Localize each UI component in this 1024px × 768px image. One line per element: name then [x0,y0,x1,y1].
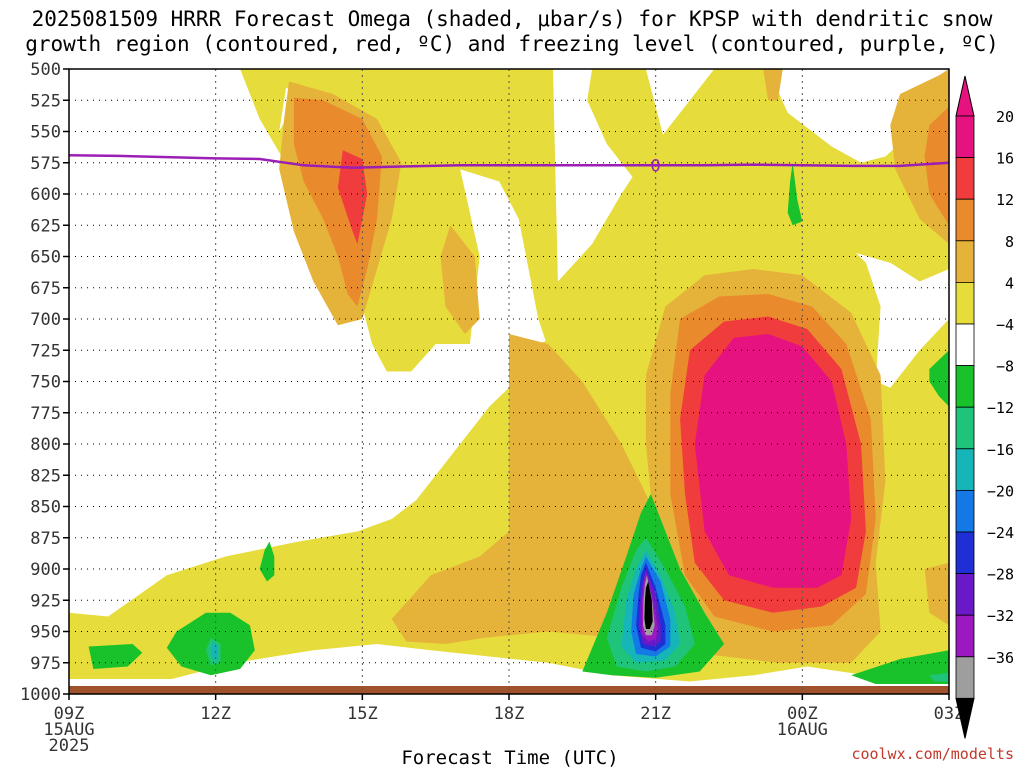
freezing-level-label: 0 [651,156,661,176]
y-tick-label: 750 [30,373,61,393]
colorbar-tick-label: 12 [996,191,1014,209]
colorbar-tick-label: −28 [987,566,1014,584]
x-tick-label: 18Z [494,704,525,724]
y-tick-label: 800 [30,435,61,455]
omega-region-pos20 [694,334,852,588]
grid-lines [69,69,949,694]
y-tick-label: 900 [30,560,61,580]
y-tick-label: 725 [30,341,61,361]
x-tick-label: 03Z [934,704,965,724]
y-tick-label: 975 [30,654,61,674]
chart-title-line-2: growth region (contoured, red, ºC) and f… [25,32,999,56]
omega-region-pos12 [293,97,382,307]
y-tick-label: 525 [30,91,61,111]
y-tick-label: 575 [30,154,61,174]
x-tick-label: 2025 [49,736,90,756]
chart-title-line-1: 2025081509 HRRR Forecast Omega (shaded, … [31,7,993,31]
colorbar-tick-label: −36 [987,649,1014,667]
y-tick-label: 675 [30,279,61,299]
freezing-level-line [68,154,950,170]
colorbar-segment [955,448,975,491]
x-tick-label: 15AUG [43,720,94,740]
x-tick-label: 12Z [200,704,231,724]
colorbar-tick-label: −24 [987,524,1014,542]
colorbar-tick-label: 16 [996,150,1014,168]
colorbar-segment [955,614,975,658]
colorbar-segment [955,198,975,242]
omega-shading-layer [69,69,950,684]
y-tick-label: 875 [30,529,61,549]
colorbar-segment [955,489,975,533]
colorbar-tick-label: −16 [987,441,1014,459]
y-tick-label: 825 [30,466,61,486]
colorbar-tick-label: −20 [987,482,1014,500]
colorbar-segment [955,323,975,366]
colorbar-segment [955,573,975,616]
colorbar-segment [955,656,975,699]
x-tick-label: 16AUG [777,720,828,740]
colorbar-tick-label: 20 [996,108,1014,126]
colorbar: 20 16 12 8 4 −4 −8 −12 −16 −20 −24 −28 −32 −36 [955,75,1014,739]
x-tick-label: 00Z [787,704,818,724]
y-tick-label: 950 [30,623,61,643]
colorbar-segment [955,365,975,408]
colorbar-top-arrow [955,75,975,117]
omega-region-pos8 [763,69,783,101]
colorbar-tick-label: 4 [1005,274,1014,292]
omega-region-neg4 [259,541,275,582]
y-tick-label: 1000 [20,685,61,705]
y-tick-label: 650 [30,248,61,268]
omega-region-neg36 [644,581,653,629]
credit-text: coolwx.com/modelts [851,745,1014,763]
omega-region-pos8 [924,562,949,626]
omega-region-neg12 [210,641,219,661]
y-tick-label: 775 [30,404,61,424]
y-tick-label: 600 [30,185,61,205]
colorbar-segment [955,240,975,283]
colorbar-tick-label: −4 [996,316,1014,334]
omega-region-pos8 [391,334,681,644]
omega-region-neg8 [929,672,949,682]
omega-region-neg4 [929,350,949,407]
colorbar-tick-label: −8 [996,358,1014,376]
colorbar-tick-label: 8 [1005,233,1014,251]
colorbar-segment [955,115,975,158]
colorbar-segment [955,157,975,200]
y-tick-label: 700 [30,310,61,330]
omega-region-neg4 [851,650,949,684]
colorbar-tick-label: −32 [987,607,1014,625]
ground-surface [69,686,949,694]
x-axis-label: Forecast Time (UTC) [401,747,618,768]
y-tick-label: 925 [30,591,61,611]
colorbar-segment [955,281,975,325]
y-tick-label: 550 [30,123,61,143]
colorbar-tick-label: −12 [987,399,1014,417]
omega-region-pos8 [440,225,480,334]
colorbar-segment [955,406,975,450]
colorbar-segment [955,531,975,574]
y-tick-label: 625 [30,216,61,236]
x-tick-label: 09Z [54,704,85,724]
x-tick-label: 21Z [640,704,671,724]
y-tick-label: 850 [30,498,61,518]
pressure-axis: 500 525 550 575 600 625 650 675 700 725 750 775 800 8… [20,60,69,705]
omega-region-neg4 [88,644,143,669]
omega-region-pos12 [924,106,949,226]
x-tick-label: 15Z [347,704,378,724]
y-tick-label: 500 [30,60,61,80]
omega-region-pos16 [337,150,368,244]
colorbar-bottom-arrow [955,697,975,739]
